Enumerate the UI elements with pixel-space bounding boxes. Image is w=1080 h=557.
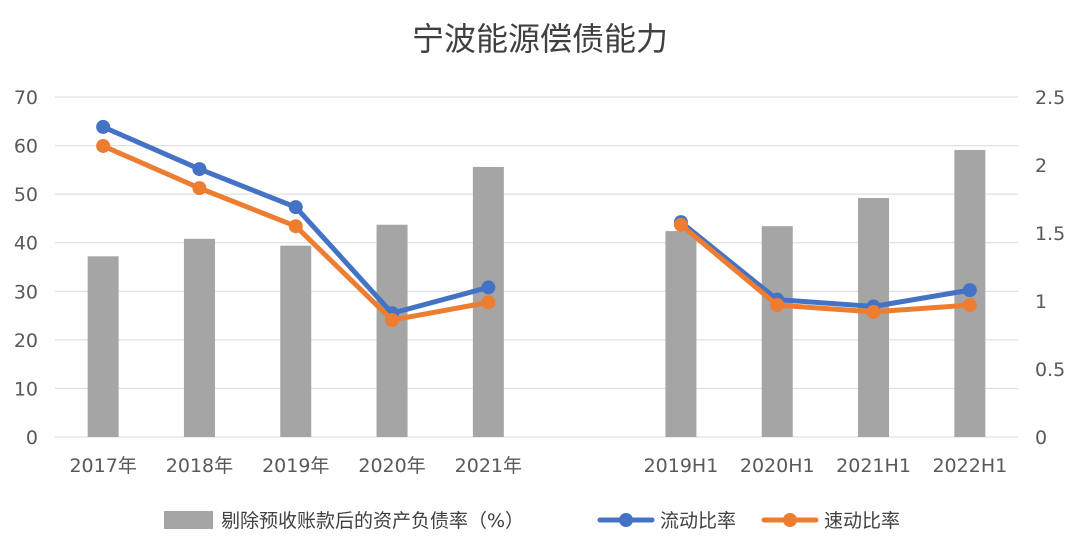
data-point (96, 119, 111, 134)
left-tick-label: 0 (26, 427, 38, 449)
right-tick-label: 2 (1035, 155, 1047, 177)
data-point (962, 283, 977, 298)
data-point (288, 219, 303, 234)
data-point (481, 280, 496, 295)
x-tick-label: 2021年 (455, 455, 522, 477)
series-line (678, 219, 973, 309)
left-tick-label: 60 (14, 136, 38, 158)
legend-swatch-bar (164, 511, 213, 529)
right-axis-ticks: 0 0.5 1 1.5 2 2.5 (1035, 87, 1065, 449)
data-point (96, 138, 111, 153)
right-tick-label: 2.5 (1035, 87, 1065, 109)
legend-label: 剔除预收账款后的资产负债率（%） (221, 510, 524, 532)
x-axis-labels: 2017年 2018年 2019年 2020年 2021年 2019H1 2020H1 202… (69, 455, 1007, 477)
legend-label: 速动比率 (824, 510, 900, 532)
x-tick-label: 2021H1 (836, 455, 911, 477)
legend-swatch-marker (619, 513, 633, 527)
legend-label: 流动比率 (660, 510, 736, 532)
x-tick-label: 2020H1 (740, 455, 815, 477)
left-tick-label: 20 (14, 330, 38, 352)
x-tick-label: 2019H1 (644, 455, 719, 477)
data-point (192, 181, 207, 196)
data-point (481, 295, 496, 310)
right-tick-label: 0 (1035, 427, 1047, 449)
left-tick-label: 30 (14, 281, 38, 303)
x-tick-label: 2019年 (262, 455, 329, 477)
x-tick-label: 2017年 (69, 455, 136, 477)
line-series (96, 119, 977, 328)
chart-title: 宁波能源偿债能力 (412, 20, 668, 58)
series-line (678, 222, 973, 315)
bar (183, 238, 215, 437)
right-tick-label: 1.5 (1035, 223, 1065, 245)
legend-swatch-marker (783, 513, 797, 527)
bar-series (87, 149, 986, 437)
data-point (385, 313, 400, 328)
left-tick-label: 70 (14, 87, 38, 109)
data-point (673, 217, 688, 232)
bar (87, 256, 119, 437)
x-tick-label: 2018年 (166, 455, 233, 477)
data-point (770, 298, 785, 313)
bar (665, 231, 697, 437)
data-point (866, 304, 881, 319)
bar (761, 226, 793, 437)
left-axis-ticks: 0 10 20 30 40 50 60 70 (14, 87, 38, 449)
legend: 剔除预收账款后的资产负债率（%） 流动比率 速动比率 (164, 510, 900, 532)
data-point (962, 298, 977, 313)
x-tick-label: 2022H1 (932, 455, 1007, 477)
x-tick-label: 2020年 (358, 455, 425, 477)
data-point (192, 162, 207, 177)
bar (376, 224, 408, 437)
left-tick-label: 10 (14, 378, 38, 400)
left-tick-label: 50 (14, 184, 38, 206)
left-tick-label: 40 (14, 233, 38, 255)
right-tick-label: 1 (1035, 291, 1047, 313)
bar (280, 245, 312, 437)
right-tick-label: 0.5 (1035, 359, 1065, 381)
data-point (288, 200, 303, 215)
